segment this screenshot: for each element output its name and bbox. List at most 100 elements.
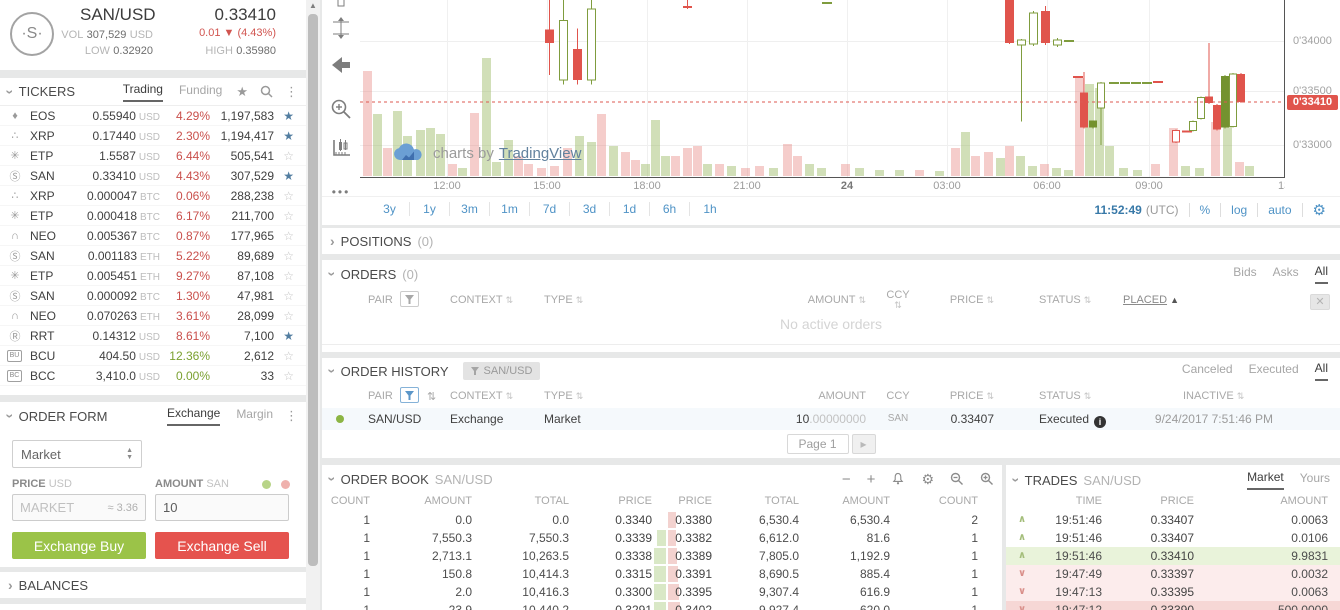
ticker-row-eos-usd[interactable]: ♦ EOS 0.55940 USD 4.29% 1,197,583 ★ bbox=[0, 106, 306, 126]
trade-row[interactable]: ∨ 19:47:13 0.33395 0.0063 bbox=[1006, 583, 1340, 601]
measure-icon[interactable] bbox=[330, 17, 352, 39]
timeframe-1y[interactable]: 1y bbox=[410, 202, 450, 216]
pair-filter-icon[interactable] bbox=[400, 387, 419, 403]
info-icon[interactable]: i bbox=[1094, 416, 1107, 428]
favorite-star-icon[interactable]: ☆ bbox=[283, 268, 294, 283]
col-amount[interactable]: AMOUNT bbox=[818, 390, 866, 402]
collapse-caret-icon[interactable]: › bbox=[2, 89, 19, 94]
exchange-sell-button[interactable]: Exchange Sell bbox=[155, 532, 289, 559]
exchange-buy-button[interactable]: Exchange Buy bbox=[12, 532, 146, 559]
tab-market[interactable]: Market bbox=[1247, 470, 1284, 490]
ticker-row-neo-eth[interactable]: ∩ NEO 0.070263 ETH 3.61% 28,099 ☆ bbox=[0, 306, 306, 326]
order-book-row[interactable]: 1 23.9 10,440.2 0.3291 0.3402 9,927.4 62… bbox=[322, 601, 1002, 610]
scroll-up-icon[interactable]: ▲ bbox=[309, 1, 317, 10]
tickers-menu-icon[interactable]: ⋮ bbox=[285, 83, 298, 99]
alert-bell-icon[interactable] bbox=[891, 472, 905, 486]
next-page-button[interactable]: ▸ bbox=[851, 434, 876, 454]
ticker-row-bcc-usd[interactable]: BC BCC 3,410.0 USD 0.00% 33 ☆ bbox=[0, 366, 306, 386]
col-status[interactable]: STATUS ⇅ bbox=[1039, 390, 1092, 402]
search-icon[interactable] bbox=[260, 85, 273, 98]
order-book-row[interactable]: 1 150.8 10,414.3 0.3315 0.3391 8,690.5 8… bbox=[322, 565, 1002, 583]
expand-caret-icon[interactable]: › bbox=[330, 233, 335, 249]
pair-filter-icon[interactable] bbox=[400, 291, 419, 307]
order-book-row[interactable]: 1 2.0 10,416.3 0.3300 0.3395 9,307.4 616… bbox=[322, 583, 1002, 601]
timeframe-1d[interactable]: 1d bbox=[610, 202, 650, 216]
order-book-row[interactable]: 1 2,713.1 10,263.5 0.3338 0.3389 7,805.0… bbox=[322, 547, 1002, 565]
col-type[interactable]: TYPE ⇅ bbox=[544, 294, 584, 306]
filter-executed[interactable]: Executed bbox=[1248, 362, 1299, 376]
favorite-star-icon[interactable]: ☆ bbox=[283, 188, 294, 203]
timeframe-6h[interactable]: 6h bbox=[650, 202, 690, 216]
favorite-star-icon[interactable]: ☆ bbox=[283, 368, 294, 383]
timeframe-1m[interactable]: 1m bbox=[490, 202, 530, 216]
favorite-star-icon[interactable]: ★ bbox=[283, 108, 294, 123]
favorite-star-icon[interactable]: ★ bbox=[283, 128, 294, 143]
col-type[interactable]: TYPE ⇅ bbox=[544, 390, 584, 402]
watermark-brand[interactable]: TradingView bbox=[498, 144, 582, 162]
filter-all[interactable]: All bbox=[1314, 361, 1328, 381]
ticker-row-bcu-usd[interactable]: BU BCU 404.50 USD 12.36% 2,612 ☆ bbox=[0, 346, 306, 366]
collapse-caret-icon[interactable]: › bbox=[324, 368, 341, 374]
clear-filter-button[interactable]: ✕ bbox=[1310, 294, 1330, 310]
auto-scale-button[interactable]: auto bbox=[1268, 203, 1292, 217]
favorite-star-icon[interactable]: ☆ bbox=[283, 308, 294, 323]
favorite-star-icon[interactable]: ☆ bbox=[283, 228, 294, 243]
trade-row[interactable]: ∧ 19:51:46 0.33410 9.9831 bbox=[1006, 547, 1340, 565]
expand-caret-icon[interactable]: › bbox=[8, 577, 13, 593]
col-ccy[interactable]: CCY bbox=[886, 390, 910, 402]
trade-row[interactable]: ∧ 19:51:46 0.33407 0.0106 bbox=[1006, 529, 1340, 547]
timeframe-3y[interactable]: 3y bbox=[370, 202, 410, 216]
trade-row[interactable]: ∧ 19:51:46 0.33407 0.0063 bbox=[1006, 511, 1340, 529]
col-status[interactable]: STATUS ⇅ bbox=[1039, 294, 1092, 306]
filter-asks[interactable]: Asks bbox=[1272, 265, 1299, 279]
chart-plot[interactable]: charts by TradingView bbox=[360, 0, 1285, 178]
col-context[interactable]: CONTEXT ⇅ bbox=[450, 294, 514, 306]
tab-margin[interactable]: Margin bbox=[236, 407, 273, 421]
ticker-row-neo-btc[interactable]: ∩ NEO 0.005367 BTC 0.87% 177,965 ☆ bbox=[0, 226, 306, 246]
ticker-row-san-btc[interactable]: Ⓢ SAN 0.000092 BTC 1.30% 47,981 ☆ bbox=[0, 286, 306, 306]
col-price[interactable]: PRICE ⇅ bbox=[949, 294, 994, 306]
collapse-caret-icon[interactable]: › bbox=[2, 413, 19, 419]
order-type-select[interactable]: Market ▲ ▼ bbox=[12, 440, 142, 468]
favorite-star-icon[interactable]: ★ bbox=[283, 168, 294, 183]
back-arrow-icon[interactable] bbox=[330, 54, 352, 76]
more-tools-icon[interactable]: ••• bbox=[331, 185, 351, 199]
favorite-star-icon[interactable]: ☆ bbox=[283, 348, 294, 363]
page-indicator[interactable]: Page 1 bbox=[786, 434, 849, 454]
ticker-row-etp-eth[interactable]: ✳ ETP 0.005451 ETH 9.27% 87,108 ☆ bbox=[0, 266, 306, 286]
favorite-star-icon[interactable]: ☆ bbox=[283, 148, 294, 163]
increase-precision-icon[interactable]: + bbox=[866, 470, 876, 488]
filter-canceled[interactable]: Canceled bbox=[1181, 362, 1233, 376]
filter-all[interactable]: All bbox=[1314, 264, 1328, 284]
zoom-in-icon[interactable] bbox=[980, 472, 994, 486]
tab-funding[interactable]: Funding bbox=[178, 82, 223, 97]
timeframe-3d[interactable]: 3d bbox=[570, 202, 610, 216]
book-settings-gear-icon[interactable]: ⚙ bbox=[921, 470, 934, 487]
col-ccy[interactable]: CCY ⇅ bbox=[886, 289, 910, 311]
favorite-star-icon[interactable]: ★ bbox=[283, 328, 294, 343]
zoom-out-icon[interactable] bbox=[950, 472, 964, 486]
tab-trading[interactable]: Trading bbox=[122, 82, 163, 102]
col-inactive[interactable]: INACTIVE ⇅ bbox=[1183, 390, 1245, 402]
amount-input[interactable]: 10 bbox=[155, 494, 289, 521]
order-book-row[interactable]: 1 7,550.3 7,550.3 0.3339 0.3382 6,612.0 … bbox=[322, 529, 1002, 547]
ticker-row-xrp-usd[interactable]: ∴ XRP 0.17440 USD 2.30% 1,194,417 ★ bbox=[0, 126, 306, 146]
col-context[interactable]: CONTEXT ⇅ bbox=[450, 390, 514, 402]
ticker-row-xrp-btc[interactable]: ∴ XRP 0.000047 BTC 0.06% 288,238 ☆ bbox=[0, 186, 306, 206]
ticker-row-etp-btc[interactable]: ✳ ETP 0.000418 BTC 6.17% 211,700 ☆ bbox=[0, 206, 306, 226]
percent-scale-button[interactable]: % bbox=[1199, 203, 1211, 217]
price-input[interactable]: MARKET ≈ 3.36 bbox=[12, 494, 146, 521]
sidebar-scrollbar[interactable]: ▲ bbox=[306, 0, 320, 610]
collapse-caret-icon[interactable]: › bbox=[324, 476, 341, 482]
scrollbar-thumb[interactable] bbox=[308, 14, 318, 566]
timeframe-3m[interactable]: 3m bbox=[450, 202, 490, 216]
time-axis[interactable]: 12:00 15:00 18:00 21:00 24 03:00 06:00 09:00 13: bbox=[360, 178, 1285, 195]
trade-row[interactable]: ∨ 19:47:12 0.33390 500.0000 bbox=[1006, 601, 1340, 610]
chart-style-icon[interactable] bbox=[330, 136, 352, 158]
chart-settings-gear-icon[interactable]: ⚙ bbox=[1312, 202, 1326, 219]
favorite-star-icon[interactable]: ☆ bbox=[283, 208, 294, 223]
tab-exchange[interactable]: Exchange bbox=[166, 406, 221, 426]
trade-row[interactable]: ∨ 19:47:49 0.33397 0.0032 bbox=[1006, 565, 1340, 583]
ticker-row-san-eth[interactable]: Ⓢ SAN 0.001183 ETH 5.22% 89,689 ☆ bbox=[0, 246, 306, 266]
ticker-row-san-usd[interactable]: Ⓢ SAN 0.33410 USD 4.43% 307,529 ★ bbox=[0, 166, 306, 186]
